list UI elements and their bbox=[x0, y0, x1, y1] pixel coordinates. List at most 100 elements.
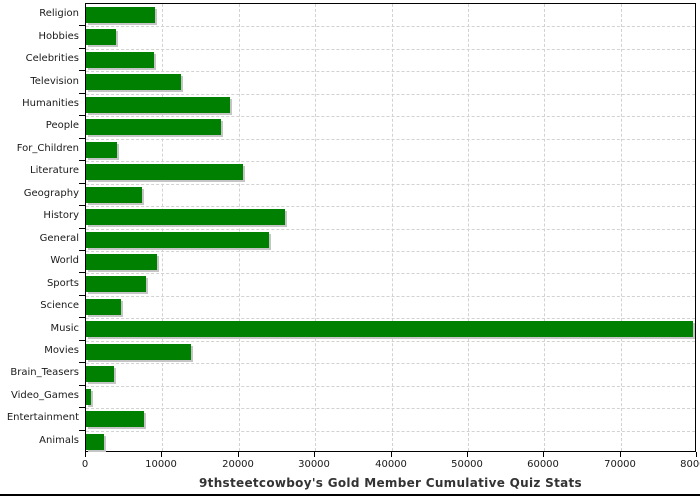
x-axis-label: 60000 bbox=[527, 459, 559, 470]
y-axis-tick bbox=[79, 340, 85, 341]
horizontal-gridline bbox=[86, 295, 695, 297]
y-axis-tick bbox=[79, 160, 85, 161]
y-axis-label: History bbox=[43, 210, 79, 221]
horizontal-gridline bbox=[86, 48, 695, 50]
y-axis-tick bbox=[79, 115, 85, 116]
vertical-gridline bbox=[162, 4, 164, 451]
horizontal-gridline bbox=[86, 161, 695, 163]
bar-people bbox=[86, 119, 221, 135]
bar-geography bbox=[86, 187, 142, 203]
bar-music bbox=[86, 321, 693, 337]
y-axis-label: Science bbox=[40, 300, 79, 311]
y-axis-label: People bbox=[45, 120, 79, 131]
x-axis-tick bbox=[238, 452, 239, 457]
y-axis-tick bbox=[79, 295, 85, 296]
horizontal-gridline bbox=[86, 385, 695, 387]
x-axis-tick bbox=[620, 452, 621, 457]
vertical-gridline bbox=[544, 4, 546, 451]
y-axis-label: Hobbies bbox=[38, 31, 79, 42]
y-axis-tick bbox=[79, 272, 85, 273]
y-axis-label: Literature bbox=[30, 165, 79, 176]
y-axis-tick bbox=[79, 183, 85, 184]
plot-area bbox=[85, 3, 696, 452]
y-axis-label: For_Children bbox=[16, 143, 79, 154]
bar-literature bbox=[86, 164, 243, 180]
y-axis-label: Entertainment bbox=[6, 412, 79, 423]
y-axis-label: World bbox=[50, 255, 79, 266]
bar-animals bbox=[86, 434, 104, 450]
y-axis-label: Music bbox=[50, 323, 79, 334]
vertical-gridline bbox=[391, 4, 393, 451]
vertical-gridline bbox=[238, 4, 240, 451]
horizontal-gridline bbox=[86, 430, 695, 432]
y-axis-tick bbox=[79, 138, 85, 139]
y-axis-label: Humanities bbox=[22, 98, 79, 109]
vertical-gridline bbox=[467, 4, 469, 451]
bar-hobbies bbox=[86, 29, 116, 45]
horizontal-gridline bbox=[86, 116, 695, 118]
y-axis-tick bbox=[79, 362, 85, 363]
y-axis-label: Celebrities bbox=[25, 53, 79, 64]
y-axis-label: Religion bbox=[39, 8, 79, 19]
bar-television bbox=[86, 74, 181, 90]
bar-general bbox=[86, 232, 269, 248]
bar-humanities bbox=[86, 97, 230, 113]
y-axis-tick bbox=[79, 70, 85, 71]
x-axis-label: 80000 bbox=[680, 459, 700, 470]
x-axis-label: 0 bbox=[81, 459, 89, 470]
x-axis-label: 50000 bbox=[451, 459, 483, 470]
horizontal-gridline bbox=[86, 138, 695, 140]
bar-celebrities bbox=[86, 52, 154, 68]
bar-religion bbox=[86, 7, 155, 23]
y-axis-label: Movies bbox=[44, 345, 79, 356]
vertical-gridline bbox=[620, 4, 622, 451]
x-axis-tick bbox=[161, 452, 162, 457]
chart-title: 9thsteetcowboy's Gold Member Cumulative … bbox=[199, 476, 582, 490]
horizontal-gridline bbox=[86, 318, 695, 320]
bar-movies bbox=[86, 344, 191, 360]
x-axis-tick bbox=[696, 452, 697, 457]
horizontal-gridline bbox=[86, 363, 695, 365]
x-axis-label: 20000 bbox=[222, 459, 254, 470]
y-axis-label: Video_Games bbox=[11, 390, 79, 401]
y-axis-tick bbox=[79, 228, 85, 229]
horizontal-gridline bbox=[86, 71, 695, 73]
x-axis-tick bbox=[543, 452, 544, 457]
horizontal-gridline bbox=[86, 183, 695, 185]
bar-science bbox=[86, 299, 121, 315]
y-axis-label: General bbox=[39, 233, 79, 244]
y-axis-label: Sports bbox=[46, 278, 79, 289]
x-axis-label: 70000 bbox=[604, 459, 636, 470]
bar-for_children bbox=[86, 142, 117, 158]
bar-brain_teasers bbox=[86, 366, 114, 382]
y-axis-tick bbox=[79, 250, 85, 251]
bar-sports bbox=[86, 276, 146, 292]
bar-world bbox=[86, 254, 157, 270]
y-axis-tick bbox=[79, 25, 85, 26]
vertical-gridline bbox=[315, 4, 317, 451]
y-axis-tick bbox=[79, 317, 85, 318]
y-axis-tick bbox=[79, 430, 85, 431]
x-axis-label: 40000 bbox=[375, 459, 407, 470]
horizontal-gridline bbox=[86, 273, 695, 275]
x-axis-label: 10000 bbox=[145, 459, 177, 470]
y-axis-tick bbox=[79, 205, 85, 206]
horizontal-gridline bbox=[86, 26, 695, 28]
horizontal-gridline bbox=[86, 250, 695, 252]
bar-history bbox=[86, 209, 285, 225]
y-axis-tick bbox=[79, 407, 85, 408]
horizontal-gridline bbox=[86, 206, 695, 208]
y-axis-tick bbox=[79, 48, 85, 49]
y-axis-tick bbox=[79, 385, 85, 386]
x-axis-label: 30000 bbox=[298, 459, 330, 470]
y-axis-label: Brain_Teasers bbox=[10, 367, 79, 378]
bottom-divider bbox=[0, 494, 700, 496]
x-axis-tick bbox=[391, 452, 392, 457]
x-axis-tick bbox=[85, 452, 86, 457]
horizontal-gridline bbox=[86, 408, 695, 410]
y-axis-label: Animals bbox=[39, 435, 79, 446]
bar-entertainment bbox=[86, 411, 144, 427]
horizontal-gridline bbox=[86, 340, 695, 342]
y-axis-tick bbox=[79, 93, 85, 94]
